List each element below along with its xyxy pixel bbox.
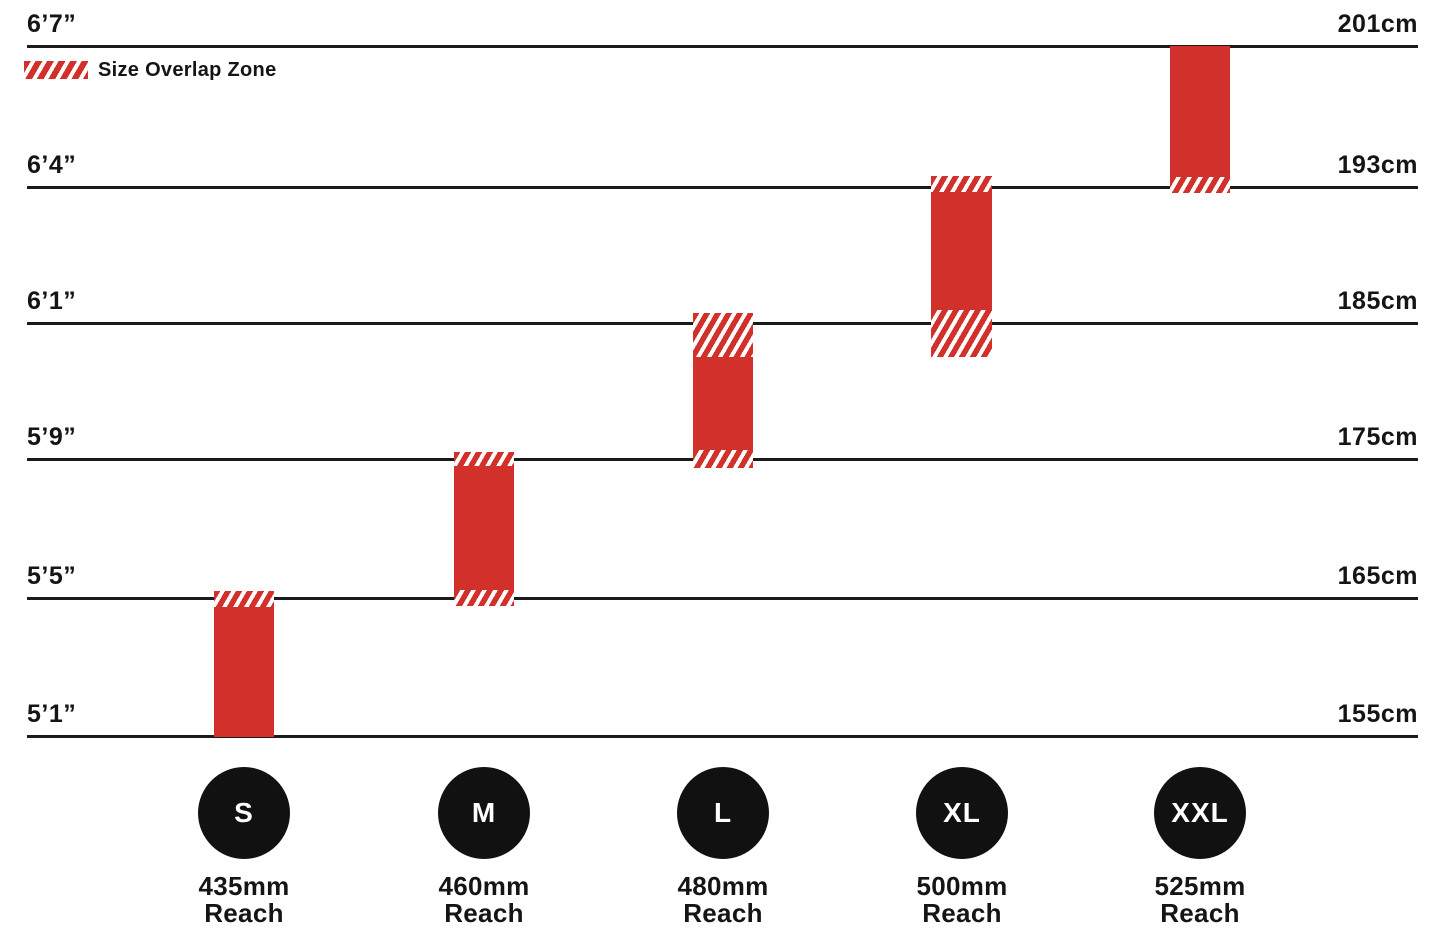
legend-label: Size Overlap Zone	[98, 59, 277, 81]
gridline	[27, 735, 1418, 738]
size-M-overlap-zone	[454, 452, 514, 466]
height-tick-metric: 175cm	[1337, 423, 1418, 451]
size-badge-label: M	[471, 797, 497, 828]
reach-label-M: 460mm Reach	[394, 873, 574, 927]
reach-label-XXL: 525mm Reach	[1110, 873, 1290, 927]
reach-value: 525mm	[1154, 871, 1246, 901]
size-badge-label: XL	[943, 797, 981, 828]
height-tick-imperial: 5’5”	[27, 562, 77, 590]
reach-label-XL: 500mm Reach	[872, 873, 1052, 927]
reach-value: 435mm	[198, 871, 290, 901]
size-badge-XL: XL	[916, 767, 1008, 859]
size-badge-XXL: XXL	[1154, 767, 1246, 859]
height-tick-metric: 193cm	[1337, 151, 1418, 179]
overlap-zone-hatch-swatch	[24, 61, 88, 79]
size-badge-M: M	[438, 767, 530, 859]
reach-word: Reach	[1160, 898, 1240, 928]
size-XL-overlap-zone	[931, 310, 992, 357]
size-badge-S: S	[198, 767, 290, 859]
reach-value: 460mm	[438, 871, 530, 901]
gridline	[27, 45, 1418, 48]
reach-label-L: 480mm Reach	[633, 873, 813, 927]
size-badge-label: L	[713, 797, 733, 828]
gridline	[27, 597, 1418, 600]
reach-word: Reach	[204, 898, 284, 928]
size-S-range-bar	[214, 607, 274, 737]
size-badge-label: XXL	[1171, 797, 1229, 828]
reach-value: 500mm	[916, 871, 1008, 901]
height-tick-imperial: 5’1”	[27, 700, 77, 728]
size-M-overlap-zone	[454, 590, 514, 606]
size-M-range-bar	[454, 466, 514, 590]
size-badge-label: S	[234, 797, 254, 828]
height-tick-metric: 201cm	[1337, 10, 1418, 38]
reach-word: Reach	[683, 898, 763, 928]
gridline	[27, 186, 1418, 189]
size-XXL-range-bar	[1170, 46, 1230, 177]
size-badge-L: L	[677, 767, 769, 859]
reach-value: 480mm	[677, 871, 769, 901]
height-tick-metric: 155cm	[1337, 700, 1418, 728]
reach-label-S: 435mm Reach	[154, 873, 334, 927]
size-L-overlap-zone	[693, 450, 753, 468]
size-XL-overlap-zone	[931, 176, 992, 192]
size-XXL-overlap-zone	[1170, 177, 1230, 193]
size-L-range-bar	[693, 357, 753, 450]
reach-word: Reach	[922, 898, 1002, 928]
height-tick-imperial: 6’7”	[27, 10, 77, 38]
height-tick-imperial: 6’1”	[27, 287, 77, 315]
height-tick-imperial: 6’4”	[27, 151, 77, 179]
height-tick-metric: 185cm	[1337, 287, 1418, 315]
legend: Size Overlap Zone	[24, 60, 277, 80]
height-tick-metric: 165cm	[1337, 562, 1418, 590]
size-XL-range-bar	[931, 192, 992, 310]
size-S-overlap-zone	[214, 591, 274, 607]
size-L-overlap-zone	[693, 313, 753, 357]
reach-word: Reach	[444, 898, 524, 928]
height-tick-imperial: 5’9”	[27, 423, 77, 451]
